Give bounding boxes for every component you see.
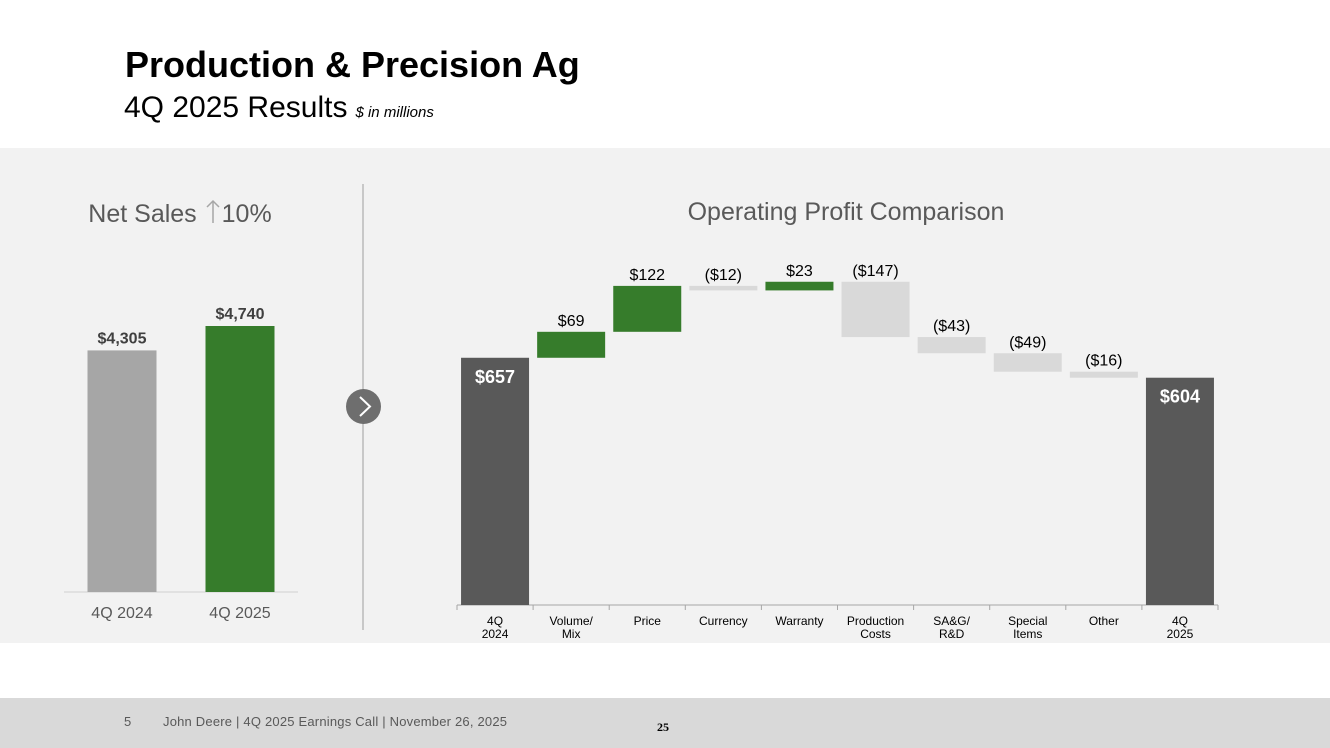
waterfall-category-label: 4Q 2025 [1167,614,1194,641]
subtitle-text: 4Q 2025 Results [124,91,348,124]
operating-profit-chart: $657 4Q 2024 $69 Volume/Mix $122 Price ($12) Cur… [456,263,1219,641]
waterfall-value-label: $122 [629,267,665,284]
waterfall-total-bar [1145,377,1214,605]
operating-profit-title: Operating Profit Comparison [687,198,1005,226]
waterfall-total-label: $657 [475,367,515,387]
arrow-up-icon [206,198,220,231]
net-sales-value-label: $4,740 [216,306,265,323]
waterfall-category-label: 4Q 2024 [482,614,509,641]
waterfall-category-label: Volume/Mix [549,614,593,641]
waterfall-category-label: Warranty [775,614,823,628]
waterfall-category-label: Other [1089,614,1119,628]
waterfall-category-label: Special Items [1008,614,1047,641]
footer-text: John Deere | 4Q 2025 Earnings Call | Nov… [163,714,508,729]
net-sales-title: Net Sales 10% [60,198,300,231]
waterfall-bar [917,337,986,354]
waterfall-value-label: $69 [558,313,585,330]
waterfall-value-label: ($147) [852,263,898,280]
net-sales-category-label: 4Q 2024 [91,605,152,622]
waterfall-bar [689,285,758,291]
page-mark: 25 [657,720,669,734]
footer-bar: 5 John Deere | 4Q 2025 Earnings Call | N… [0,698,1330,748]
units-note: $ in millions [355,104,434,121]
net-sales-bar [205,326,275,592]
waterfall-value-label: ($43) [933,318,970,335]
net-sales-change: 10% [221,200,272,228]
waterfall-bar [765,281,834,291]
net-sales-title-prefix: Net Sales [88,200,197,228]
waterfall-bar [613,285,682,332]
waterfall-value-label: ($49) [1009,334,1046,351]
waterfall-total-label: $604 [1160,387,1200,407]
waterfall-value-label: $23 [786,263,813,280]
waterfall-bar [1069,371,1138,378]
chevron-right-icon [359,396,372,417]
waterfall-bar [841,281,910,338]
next-arrow-button[interactable] [346,389,381,424]
net-sales-bar [87,350,157,592]
slide-number: 5 [124,714,132,729]
net-sales-value-label: $4,305 [98,330,147,347]
waterfall-bar [993,353,1062,372]
waterfall-bar [537,331,606,358]
waterfall-category-label: Currency [699,614,748,628]
waterfall-value-label: ($12) [705,267,742,284]
page-title: Production & Precision Ag [125,44,580,85]
net-sales-category-label: 4Q 2025 [209,605,270,622]
net-sales-chart: $4,305 4Q 2024 $4,740 4Q 2025 [64,306,298,622]
waterfall-category-label: Price [634,614,662,628]
page-subtitle: 4Q 2025 Results $ in millions [124,91,434,125]
waterfall-category-label: SA&G/R&D [933,614,970,641]
waterfall-category-label: Production Costs [847,614,904,641]
waterfall-total-bar [461,357,530,605]
waterfall-value-label: ($16) [1085,353,1122,370]
